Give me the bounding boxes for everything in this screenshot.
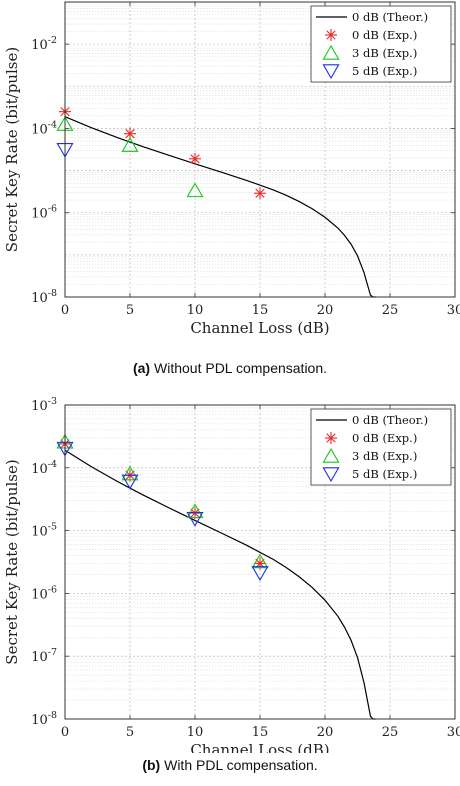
legend-swatch-triangle-down bbox=[322, 467, 340, 483]
theory-line bbox=[64, 449, 376, 720]
caption-a: (a) Without PDL compensation. bbox=[0, 360, 460, 376]
point-s2-2 bbox=[186, 512, 204, 527]
point-s1-1 bbox=[121, 465, 139, 481]
series-1-points bbox=[56, 433, 269, 569]
point-s1-3 bbox=[251, 553, 269, 569]
point-s0-2 bbox=[189, 152, 201, 165]
chart-a: 0 5 10 15 20 25 30 10-8 10-6 10-4 10-2 Channel Loss… bbox=[3, 1, 460, 337]
caption-b: (b) With PDL compensation. bbox=[0, 757, 460, 773]
y-tick-label: 10-8 bbox=[31, 710, 57, 728]
star-stroke bbox=[326, 30, 336, 40]
x-tick-label: 25 bbox=[382, 303, 399, 318]
x-tick-label: 15 bbox=[252, 303, 269, 318]
x-tick-label: 25 bbox=[382, 725, 399, 740]
series-0-points bbox=[59, 105, 266, 200]
legend-label: 0 dB (Theor.) bbox=[352, 413, 428, 427]
legend: 0 dB (Theor.) 0 dB (Exp.) 3 dB (Exp.) 5 dB … bbox=[310, 5, 452, 83]
x-tick-label: 30 bbox=[447, 303, 460, 318]
y-tick-label: 10-3 bbox=[31, 396, 57, 414]
x-tick-label: 5 bbox=[126, 725, 134, 740]
y-tick-label: 10-2 bbox=[31, 35, 57, 53]
legend-swatch-star bbox=[325, 432, 337, 444]
caption-b-text: With PDL compensation. bbox=[164, 757, 318, 773]
caption-a-tag: (a) bbox=[132, 360, 151, 376]
y-tick-label: 10-6 bbox=[31, 584, 57, 602]
y-axis-title: Secret Key Rate (bit/pulse) bbox=[3, 47, 21, 252]
figure-a: 0 5 10 15 20 25 30 10-8 10-6 10-4 10-2 Channel Loss… bbox=[0, 0, 460, 390]
caption-b-tag: (b) bbox=[142, 757, 161, 773]
point-s1-1 bbox=[121, 137, 139, 152]
x-axis-title: Channel Loss (dB) bbox=[190, 741, 329, 753]
x-tick-label: 15 bbox=[252, 725, 269, 740]
legend: 0 dB (Theor.) 0 dB (Exp.) 3 dB (Exp.) 5 dB … bbox=[310, 408, 452, 486]
grid bbox=[64, 404, 456, 720]
point-s2-3 bbox=[251, 566, 269, 581]
y-axis-title: Secret Key Rate (bit/pulse) bbox=[3, 459, 21, 664]
y-tick-label: 10-5 bbox=[31, 522, 57, 540]
legend-label: 0 dB (Theor.) bbox=[352, 10, 428, 24]
legend-label: 5 dB (Exp.) bbox=[352, 64, 417, 78]
star-stroke bbox=[255, 188, 265, 198]
y-tick-label: 10-8 bbox=[31, 288, 57, 306]
x-tick-label: 10 bbox=[187, 303, 204, 318]
chart-b: 0 5 10 15 20 25 30 10-8 10-7 10-6 10-5 10-4 10-3 Chan… bbox=[3, 396, 460, 753]
star-stroke bbox=[125, 129, 135, 139]
point-s1-2 bbox=[186, 503, 204, 519]
star-stroke bbox=[326, 433, 336, 443]
x-tick-label: 0 bbox=[61, 303, 69, 318]
x-tick-label: 10 bbox=[187, 725, 204, 740]
x-tick-label: 0 bbox=[61, 725, 69, 740]
legend-label: 0 dB (Exp.) bbox=[352, 28, 417, 42]
legend-label: 0 dB (Exp.) bbox=[352, 431, 417, 445]
x-axis-title: Channel Loss (dB) bbox=[190, 319, 329, 337]
legend-label: 5 dB (Exp.) bbox=[352, 467, 417, 481]
x-tick-label: 20 bbox=[317, 303, 334, 318]
theory-line bbox=[64, 116, 376, 298]
legend-swatch-star bbox=[325, 29, 337, 41]
y-tick-label: 10-4 bbox=[31, 459, 57, 477]
x-tick-label: 5 bbox=[126, 303, 134, 318]
legend-box bbox=[310, 408, 452, 486]
figure-b: 0 5 10 15 20 25 30 10-8 10-7 10-6 10-5 10-4 10-3 Chan… bbox=[0, 393, 460, 786]
x-tick-label: 30 bbox=[447, 725, 460, 740]
point-s1-2 bbox=[186, 182, 204, 198]
legend-swatch-triangle-up bbox=[322, 447, 340, 463]
star-stroke bbox=[190, 154, 200, 164]
point-s2-1 bbox=[121, 474, 139, 490]
legend-label: 3 dB (Exp.) bbox=[352, 46, 417, 60]
legend-label: 3 dB (Exp.) bbox=[352, 449, 417, 463]
legend-box bbox=[310, 5, 452, 83]
point-s0-3 bbox=[254, 187, 266, 200]
y-tick-label: 10-6 bbox=[31, 204, 57, 222]
legend-swatch-triangle-down bbox=[322, 64, 340, 80]
x-tick-label: 20 bbox=[317, 725, 334, 740]
legend-swatch-triangle-up bbox=[322, 44, 340, 60]
y-tick-label: 10-7 bbox=[31, 647, 57, 665]
y-tick-label: 10-4 bbox=[31, 119, 57, 137]
caption-a-text: Without PDL compensation. bbox=[154, 360, 328, 376]
